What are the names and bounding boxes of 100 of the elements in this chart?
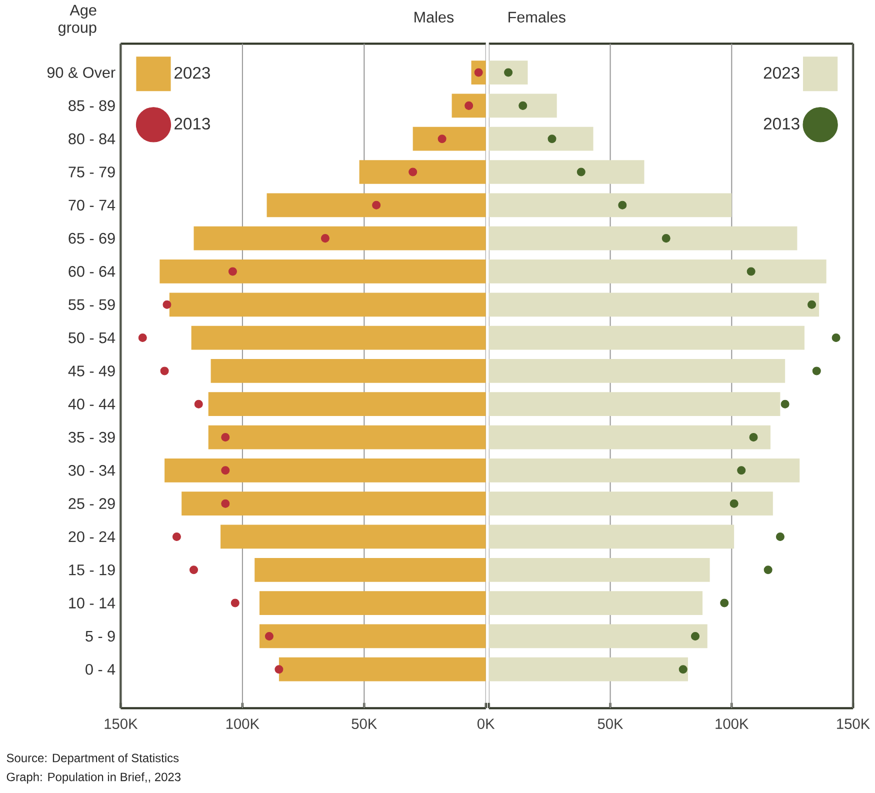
bar — [278, 657, 486, 682]
bar — [488, 226, 798, 250]
x-tick-label: 50K — [352, 718, 378, 729]
x-tick-label: 0K — [477, 718, 495, 729]
y-tick-label: 15 - 19 — [69, 564, 115, 576]
point — [138, 334, 147, 342]
bar — [488, 492, 773, 516]
y-tick-label: 75 - 79 — [68, 166, 115, 178]
bar — [259, 624, 486, 648]
bar — [488, 326, 804, 350]
bar — [488, 292, 820, 317]
point — [264, 632, 274, 640]
bar — [488, 425, 771, 450]
point — [221, 433, 230, 442]
y-tick-label: 20 - 24 — [68, 531, 116, 542]
x-tick-label: 100K — [716, 718, 749, 729]
point — [438, 134, 446, 144]
y-tick-label: 30 - 34 — [68, 465, 116, 476]
legend-label: 2023 — [174, 66, 210, 79]
source-note: Source: Department of Statistics — [6, 753, 179, 765]
bar — [210, 359, 486, 383]
y-tick-label: 80 - 84 — [68, 133, 116, 144]
bar — [164, 458, 486, 482]
point — [737, 466, 746, 475]
point — [720, 598, 729, 608]
y-tick-label: 10 - 14 — [69, 598, 116, 608]
bar — [160, 260, 486, 284]
y-tick-label: 40 - 44 — [68, 398, 116, 410]
point — [576, 168, 586, 176]
point — [408, 168, 418, 176]
y-tick-label: 60 - 64 — [68, 266, 116, 277]
bar — [191, 326, 486, 350]
bar — [488, 524, 734, 549]
point — [764, 566, 772, 574]
y-tick-label: 55 - 59 — [68, 299, 115, 310]
x-tick-label: 150K — [837, 718, 870, 729]
legend-label: 2023 — [764, 66, 800, 79]
bar — [220, 524, 486, 549]
bar — [488, 126, 594, 151]
bar — [259, 591, 486, 615]
bar — [208, 392, 486, 416]
chart-title: Males — [414, 11, 454, 23]
point — [780, 400, 790, 408]
legend-label: 2013 — [174, 118, 210, 130]
bar — [488, 458, 800, 482]
bar — [488, 591, 703, 615]
point — [690, 632, 700, 640]
point — [776, 532, 784, 542]
y-tick-label: 90 & Over — [47, 67, 116, 78]
y-tick-label: 0 - 4 — [86, 664, 116, 675]
point — [221, 499, 230, 508]
point — [678, 665, 688, 674]
point — [160, 366, 169, 376]
bar — [488, 392, 780, 416]
point — [808, 300, 816, 309]
bar — [488, 94, 557, 118]
point — [221, 466, 230, 475]
point — [662, 234, 670, 243]
bar — [169, 292, 486, 317]
x-tick-label: 50K — [598, 718, 624, 729]
bar — [254, 558, 486, 582]
x-tick-label: 150K — [104, 718, 138, 729]
point — [832, 334, 840, 342]
point — [812, 366, 821, 376]
y-tick-label: 65 - 69 — [68, 232, 115, 244]
bar — [359, 160, 486, 184]
bar — [488, 624, 708, 648]
point — [320, 234, 330, 243]
point — [162, 300, 172, 309]
bar — [182, 492, 486, 516]
point — [749, 433, 758, 442]
y-tick-label: 70 - 74 — [68, 200, 116, 211]
y-tick-label: 25 - 29 — [68, 498, 115, 509]
bar — [488, 193, 732, 218]
bar — [488, 60, 528, 84]
bar — [488, 558, 710, 582]
point — [504, 68, 513, 77]
point — [372, 200, 381, 210]
text: Graph: Population in Brief,, 2023 — [6, 772, 181, 784]
bar — [194, 226, 486, 250]
point — [618, 200, 627, 210]
bar — [208, 425, 486, 450]
x-tick-label: 100K — [226, 718, 260, 729]
point — [518, 101, 528, 110]
y-axis-title: Age group — [58, 4, 96, 36]
bar — [488, 657, 688, 682]
bar — [488, 359, 786, 383]
y-tick-label: 45 - 49 — [68, 366, 115, 376]
point — [230, 598, 240, 608]
point — [172, 532, 181, 542]
bar — [412, 126, 486, 151]
point — [194, 400, 203, 408]
bar — [488, 260, 826, 284]
point — [189, 566, 198, 574]
point — [228, 267, 237, 276]
point — [274, 665, 284, 674]
point — [548, 134, 556, 144]
y-tick-label: 35 - 39 — [68, 432, 115, 443]
chart-title: Females — [508, 11, 566, 23]
legend-label: 2013 — [764, 118, 800, 130]
